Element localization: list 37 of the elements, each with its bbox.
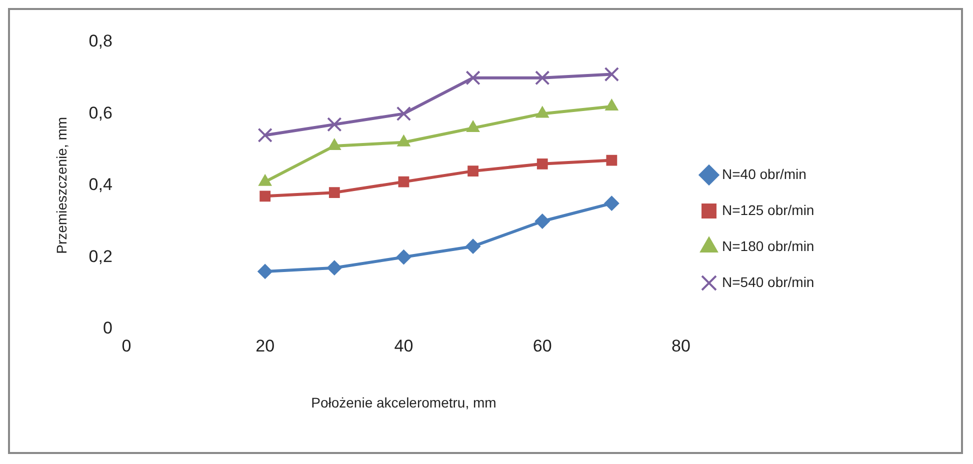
y-tick-label: 0 — [102, 318, 112, 338]
x-tick-label: 20 — [256, 336, 275, 356]
point — [536, 106, 549, 118]
x-tick-label: 80 — [672, 336, 690, 356]
y-tick-label: 0,4 — [88, 175, 112, 194]
point — [260, 190, 271, 202]
y-tick-label: 0,6 — [88, 103, 112, 122]
point — [604, 66, 620, 82]
y-tick-label: 0,2 — [88, 246, 112, 266]
point — [258, 128, 272, 143]
point — [605, 99, 618, 111]
x-axis-title: Położenie akcelerometru, mm — [311, 394, 496, 410]
legend-label: N=180 obr/min — [722, 238, 814, 254]
point — [536, 158, 548, 170]
legend-label: N=540 obr/min — [722, 274, 814, 290]
point — [534, 70, 550, 86]
point — [466, 238, 481, 254]
point — [396, 250, 412, 265]
legend-label: N=40 obr/min — [722, 166, 806, 182]
point — [327, 117, 342, 132]
point — [328, 187, 340, 198]
x-tick-label: 60 — [532, 336, 552, 356]
legend-label: N=125 obr/min — [722, 202, 814, 218]
point — [606, 154, 618, 166]
point — [604, 196, 620, 211]
x-tick-label: 0 — [122, 336, 132, 356]
point — [466, 120, 480, 132]
y-tick-label: 0,8 — [88, 32, 112, 51]
point — [468, 166, 478, 177]
x-tick-label: 40 — [394, 336, 414, 356]
point — [466, 70, 480, 86]
y-axis-title: Przemieszczenie, mm — [53, 116, 70, 254]
point — [326, 260, 342, 276]
point — [258, 264, 273, 279]
point — [396, 106, 412, 122]
point — [534, 214, 550, 229]
point — [398, 176, 410, 188]
